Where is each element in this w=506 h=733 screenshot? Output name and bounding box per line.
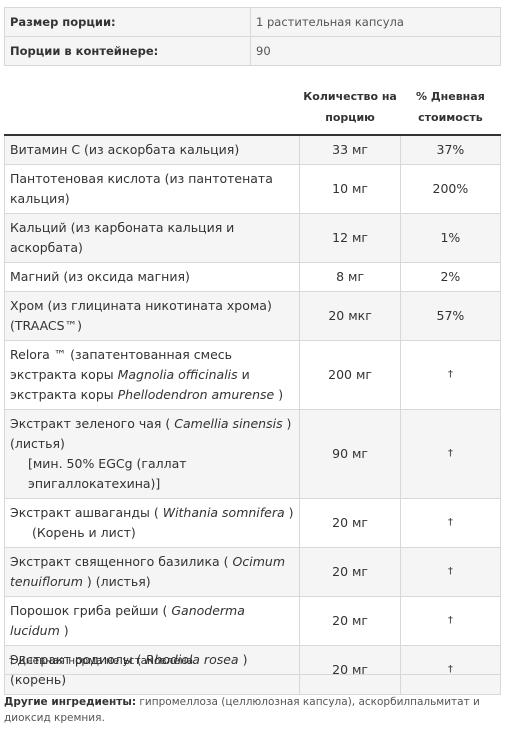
ingredient-subnote: [мин. 50% EGCg (галлат эпигаллокатехина)… bbox=[28, 456, 187, 491]
ingredient-dv: 37% bbox=[399, 134, 502, 165]
servings-per-container-value: 90 bbox=[250, 36, 501, 66]
name-part: и экстракта коры bbox=[10, 367, 250, 402]
other-ingredients: Другие ингредиенты: гипромеллоза (целлюл… bbox=[4, 694, 484, 726]
ingredient-name: Экстракт священного базилика ( Ocimum te… bbox=[3, 547, 301, 597]
serving-size-row: Размер порции: 1 растительная капсула bbox=[4, 7, 501, 37]
name-part: Экстракт родиолы ( bbox=[10, 652, 146, 667]
ingredient-amount: 8 мг bbox=[299, 262, 401, 292]
amount-column-header: Количество на порцию bbox=[299, 80, 401, 136]
ingredient-amount: 200 мг bbox=[299, 340, 401, 410]
ingredient-amount: 20 мг bbox=[299, 645, 401, 695]
serving-size-value: 1 растительная капсула bbox=[250, 7, 501, 37]
table-row: Экстракт священного базилика ( Ocimum te… bbox=[3, 547, 502, 597]
name-part: ) bbox=[274, 387, 284, 402]
ingredient-dv: † bbox=[399, 340, 502, 410]
ingredient-dv: † bbox=[399, 498, 502, 548]
name-part: Порошок гриба рейши ( bbox=[10, 603, 172, 618]
other-ingredients-text: гипромеллоза (целлюлозная капсула), аско… bbox=[4, 696, 480, 724]
table-row: Пантотеновая кислота (из пантотената кал… bbox=[3, 164, 502, 214]
name-part: ) bbox=[59, 623, 69, 638]
table-row: Экстракт ашваганды ( Withania somnifera … bbox=[3, 498, 502, 548]
servings-per-container-row: Порции в контейнере: 90 bbox=[4, 36, 501, 66]
ingredient-amount: 33 мг bbox=[299, 134, 401, 165]
latin-name: Phellodendron amurense bbox=[117, 387, 275, 402]
ingredient-name: Экстракт ашваганды ( Withania somnifera … bbox=[3, 498, 301, 548]
name-part: Relora ™ (запатентованная смесь экстракт… bbox=[10, 347, 233, 382]
serving-info-table: Размер порции: 1 растительная капсула По… bbox=[4, 7, 501, 66]
ingredient-dv: 57% bbox=[399, 291, 502, 341]
ingredient-dv: † bbox=[399, 596, 502, 646]
servings-per-container-label: Порции в контейнере: bbox=[4, 36, 251, 66]
ingredient-name: Кальций (из карбоната кальция и аскорбат… bbox=[3, 213, 301, 263]
name-part: ) bbox=[284, 505, 294, 520]
name-part: ) (листья) bbox=[82, 574, 151, 589]
table-header-row: Количество на порцию % Дневная стоимость bbox=[4, 80, 501, 136]
name-part: ) (листья) bbox=[10, 416, 292, 451]
table-row: Порошок гриба рейши ( Ganoderma lucidum … bbox=[3, 596, 502, 646]
table-row: Relora ™ (запатентованная смесь экстракт… bbox=[3, 340, 502, 410]
daily-value-footnote: † Дневная норма не установлена. bbox=[4, 648, 501, 675]
ingredient-amount: 20 мкг bbox=[299, 291, 401, 341]
name-part: Экстракт священного базилика ( bbox=[10, 554, 233, 569]
table-row: Хром (из глицината никотината хрома) (TR… bbox=[3, 291, 502, 341]
ingredient-amount: 20 мг bbox=[299, 498, 401, 548]
ingredient-name: Хром (из глицината никотината хрома) (TR… bbox=[3, 291, 301, 341]
ingredient-name: Пантотеновая кислота (из пантотената кал… bbox=[3, 164, 301, 214]
name-part: Экстракт ашваганды ( bbox=[10, 505, 163, 520]
table-row: Экстракт зеленого чая ( Camellia sinensi… bbox=[3, 409, 502, 499]
ingredient-dv: † bbox=[399, 547, 502, 597]
ingredient-amount: 20 мг bbox=[299, 547, 401, 597]
ingredient-dv: 200% bbox=[399, 164, 502, 214]
dv-column-header: % Дневная стоимость bbox=[400, 80, 501, 136]
latin-name: Ocimum tenuiflorum bbox=[10, 554, 285, 589]
dv-header-line1: % Дневная bbox=[416, 90, 485, 103]
name-column-header bbox=[4, 80, 300, 136]
name-part: ) (корень) bbox=[10, 652, 248, 687]
ingredient-name: Витамин C (из аскорбата кальция) bbox=[3, 134, 301, 165]
ingredient-subnote: (Корень и лист) bbox=[32, 525, 136, 540]
amount-header-line1: Количество на bbox=[303, 90, 397, 103]
table-row: Кальций (из карбоната кальция и аскорбат… bbox=[3, 213, 502, 263]
ingredients-table: Количество на порцию % Дневная стоимость… bbox=[3, 80, 502, 695]
table-row: Витамин C (из аскорбата кальция) 33 мг 3… bbox=[3, 134, 502, 165]
dv-header-line2: стоимость bbox=[418, 111, 483, 124]
latin-name: Withania somnifera bbox=[162, 505, 285, 520]
ingredient-name: Экстракт родиолы ( Rhodiola rosea ) (кор… bbox=[3, 645, 301, 695]
ingredient-dv: 1% bbox=[399, 213, 502, 263]
table-row: Экстракт родиолы ( Rhodiola rosea ) (кор… bbox=[3, 645, 502, 695]
ingredient-dv: † bbox=[399, 645, 502, 695]
latin-name: Rhodiola rosea bbox=[145, 652, 239, 667]
ingredient-amount: 90 мг bbox=[299, 409, 401, 499]
ingredient-amount: 10 мг bbox=[299, 164, 401, 214]
latin-name: Camellia sinensis bbox=[174, 416, 283, 431]
ingredient-amount: 12 мг bbox=[299, 213, 401, 263]
other-ingredients-label: Другие ингредиенты: bbox=[4, 696, 137, 708]
table-row: Магний (из оксида магния) 8 мг 2% bbox=[3, 262, 502, 292]
ingredient-name: Relora ™ (запатентованная смесь экстракт… bbox=[3, 340, 301, 410]
ingredient-dv: † bbox=[399, 409, 502, 499]
ingredient-amount: 20 мг bbox=[299, 596, 401, 646]
latin-name: Magnolia officinalis bbox=[117, 367, 238, 382]
ingredient-name: Магний (из оксида магния) bbox=[3, 262, 301, 292]
serving-size-label: Размер порции: bbox=[4, 7, 251, 37]
ingredient-dv: 2% bbox=[399, 262, 502, 292]
latin-name: Ganoderma lucidum bbox=[10, 603, 245, 638]
name-part: Экстракт зеленого чая ( bbox=[10, 416, 175, 431]
ingredient-name: Экстракт зеленого чая ( Camellia sinensi… bbox=[3, 409, 301, 499]
ingredient-name: Порошок гриба рейши ( Ganoderma lucidum … bbox=[3, 596, 301, 646]
amount-header-line2: порцию bbox=[325, 111, 375, 124]
